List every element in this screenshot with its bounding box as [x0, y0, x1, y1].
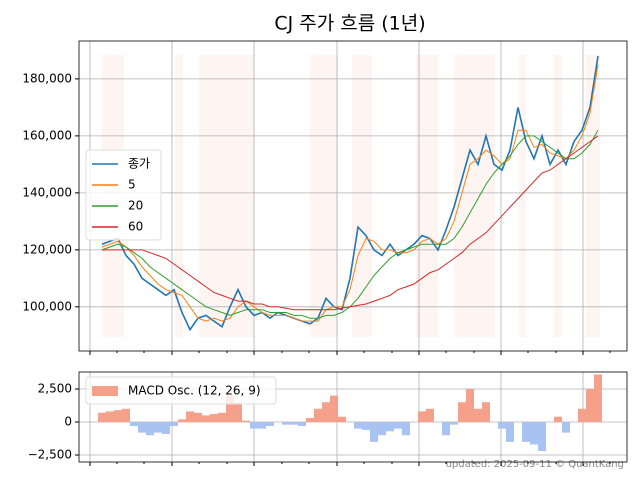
osc-bar: [426, 408, 434, 423]
osc-bar: [578, 408, 586, 423]
footer: updated: 2025-09-11 © QuantKang: [446, 459, 624, 470]
osc-bar: [114, 410, 122, 423]
osc-bar: [170, 422, 178, 426]
osc-bar: [370, 422, 378, 442]
osc-bar: [130, 422, 138, 426]
osc-bar: [146, 422, 154, 436]
osc-bar: [202, 415, 210, 423]
osc-bar: [138, 422, 146, 433]
osc-bar: [402, 422, 410, 436]
axes-frame: [78, 40, 628, 352]
osc-bar: [322, 402, 330, 423]
osc-bar: [466, 389, 474, 423]
osc-bar: [354, 422, 362, 429]
osc-bar: [314, 408, 322, 423]
axes-frame: [78, 371, 628, 463]
legend-label: 종가: [128, 157, 150, 171]
osc-bar: [554, 416, 562, 423]
legend-label: 20: [128, 199, 143, 213]
osc-bar: [178, 419, 186, 423]
osc-bar: [562, 422, 570, 433]
osc-bar: [482, 402, 490, 423]
shade-band: [586, 55, 600, 337]
osc-bar: [594, 374, 602, 423]
osc-bar: [106, 411, 114, 423]
osc-bar: [530, 422, 538, 445]
osc-bar: [458, 402, 466, 423]
chart-title: CJ 주가 흐름 (1년): [274, 13, 425, 35]
shade-band: [454, 55, 495, 337]
legend-label: 5: [128, 178, 136, 192]
series-line: [101, 64, 599, 322]
y-tick-label: −2,500: [28, 448, 72, 462]
osc-bar: [162, 422, 170, 434]
osc-bar: [226, 395, 234, 423]
osc-bar: [586, 389, 594, 423]
osc-bar: [450, 422, 458, 425]
y-tick-label: 140,000: [22, 185, 72, 199]
osc-bar: [338, 416, 346, 423]
y-tick-label: 100,000: [22, 299, 72, 313]
osc-bar: [394, 422, 402, 429]
osc-bar: [154, 422, 162, 433]
shade-band: [352, 55, 372, 337]
osc-bar: [122, 408, 130, 423]
osc-bar: [498, 422, 506, 429]
osc-bar: [210, 414, 218, 423]
osc-bar: [218, 412, 226, 423]
osc-bar: [258, 422, 266, 429]
osc-bar: [282, 422, 290, 425]
osc-bar: [186, 411, 194, 423]
y-tick-label: 2,500: [38, 382, 72, 396]
osc-bar: [234, 402, 242, 423]
osc-bar: [418, 411, 426, 423]
osc-bar: [506, 422, 514, 442]
shade-band: [519, 55, 526, 337]
osc-bar: [442, 422, 450, 436]
osc-bar: [538, 422, 546, 452]
osc-bar: [378, 422, 386, 436]
legend-box: [85, 376, 277, 405]
osc-bar: [194, 412, 202, 423]
osc-bar: [522, 422, 530, 442]
shade-band: [554, 55, 562, 337]
shade-band: [310, 55, 338, 337]
legend-label: 60: [128, 220, 143, 234]
y-tick-label: 120,000: [22, 242, 72, 256]
legend-box: [85, 149, 162, 241]
shade-band: [416, 55, 438, 337]
osc-bar: [330, 395, 338, 423]
osc-bar: [250, 422, 258, 429]
legend-label: MACD Osc. (12, 26, 9): [128, 384, 261, 398]
shade-band: [199, 55, 254, 337]
series-line: [102, 135, 599, 311]
y-tick-label: 0: [64, 415, 72, 429]
osc-bar: [306, 418, 314, 423]
osc-bar: [242, 420, 250, 423]
y-tick-label: 160,000: [22, 128, 72, 142]
series-line: [101, 55, 599, 332]
legend-swatch: [92, 386, 118, 396]
y-tick-label: 180,000: [22, 71, 72, 85]
osc-bar: [298, 422, 306, 426]
osc-bar: [386, 422, 394, 432]
osc-bar: [362, 422, 370, 430]
osc-bar: [266, 422, 274, 426]
osc-bar: [290, 422, 298, 425]
osc-bar: [474, 408, 482, 423]
shade-band: [175, 55, 183, 337]
osc-bar: [98, 412, 106, 423]
